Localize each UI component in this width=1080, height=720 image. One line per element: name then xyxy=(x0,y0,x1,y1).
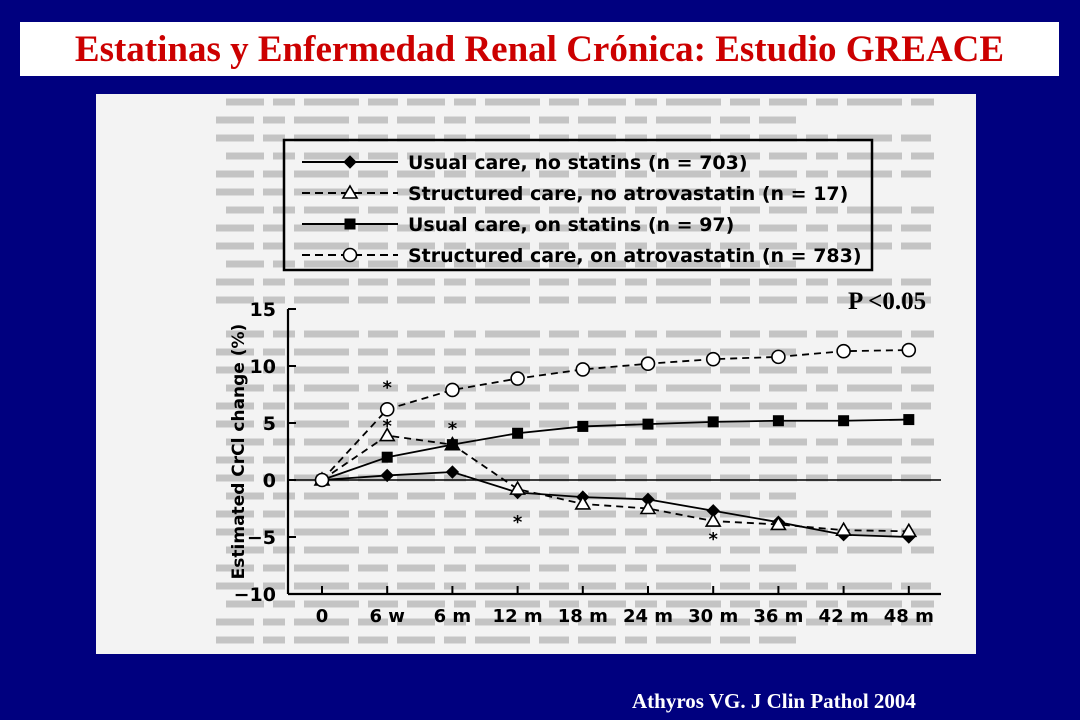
data-point xyxy=(835,521,852,536)
data-point xyxy=(341,184,359,199)
data-point xyxy=(770,515,787,531)
citation: Athyros VG. J Clin Pathol 2004 xyxy=(632,689,916,713)
data-point xyxy=(445,382,460,398)
legend-label: Usual care, on statins (n = 97) xyxy=(408,214,734,236)
data-point xyxy=(704,512,722,527)
x-tick-label: 24 m xyxy=(623,606,673,627)
x-tick-label: 18 m xyxy=(558,606,608,627)
x-tick-label: 6 m xyxy=(434,606,472,627)
x-tick-label: 6 w xyxy=(369,606,404,627)
data-point xyxy=(639,499,657,515)
data-point xyxy=(903,414,915,426)
series-line xyxy=(321,434,909,533)
legend-item: Usual care, on statins (n = 97) xyxy=(302,214,734,236)
significance-star: * xyxy=(513,512,523,533)
crcl-line-chart: Usual care, no statins (n = 703) Structur… xyxy=(216,98,941,644)
data-point xyxy=(342,247,358,263)
significance-star: * xyxy=(382,377,392,398)
data-point xyxy=(343,155,357,169)
y-tick-label: 0 xyxy=(263,470,276,492)
series-group xyxy=(316,414,915,486)
chart-axes: 15 10 5 0 −5 −10 0 6 w 6 m 12 m 18 m 24 m 30 m 36 m 42… xyxy=(229,299,941,627)
x-tick-label: 12 m xyxy=(493,606,543,627)
data-point xyxy=(381,451,393,463)
data-point xyxy=(705,351,721,367)
y-tick-label: 5 xyxy=(263,413,276,435)
legend-item: Structured care, no atrovastatin (n = 17… xyxy=(302,183,848,205)
significance-star: * xyxy=(382,416,392,437)
x-tick-label: 0 xyxy=(316,606,329,627)
legend-item: Structured care, on atrovastatin (n = 78… xyxy=(302,245,862,267)
data-point xyxy=(772,415,784,427)
y-tick-label: −5 xyxy=(247,527,276,549)
data-point xyxy=(314,472,330,488)
significance-star: * xyxy=(708,529,718,550)
legend-label: Structured care, no atrovastatin (n = 17… xyxy=(408,183,848,205)
series-line xyxy=(321,418,909,481)
legend-label: Usual care, no statins (n = 703) xyxy=(408,152,748,174)
data-point xyxy=(445,465,460,479)
data-point xyxy=(575,362,591,377)
data-point xyxy=(771,349,786,365)
legend-label: Structured care, on atrovastatin (n = 78… xyxy=(408,245,862,267)
x-tick-label: 42 m xyxy=(819,606,869,627)
data-point xyxy=(446,439,458,451)
data-point xyxy=(901,342,917,358)
slide-title: Estatinas y Enfermedad Renal Crónica: Es… xyxy=(74,28,1005,70)
series-line xyxy=(321,471,909,538)
legend-box xyxy=(282,138,874,272)
p-value-label: P <0.05 xyxy=(848,288,927,315)
y-axis-label: Estimated CrCl change (%) xyxy=(229,324,249,580)
y-tick-label: 15 xyxy=(250,299,276,321)
data-point xyxy=(640,356,656,372)
x-tick-label: 36 m xyxy=(753,606,803,627)
data-point xyxy=(344,218,356,230)
series-group xyxy=(314,342,917,488)
data-point xyxy=(707,416,719,428)
data-point xyxy=(836,343,851,359)
chart-legend: Usual care, no statins (n = 703) Structur… xyxy=(302,152,862,267)
chart-annotations: * * * * * xyxy=(382,377,718,550)
x-tick-label: 30 m xyxy=(688,606,738,627)
data-point xyxy=(510,371,525,386)
data-point xyxy=(577,420,589,432)
y-tick-label: 10 xyxy=(250,356,276,378)
data-point xyxy=(379,402,395,417)
data-point xyxy=(574,495,592,510)
data-point xyxy=(642,418,654,430)
series-line xyxy=(321,349,909,481)
significance-star: * xyxy=(448,418,458,439)
data-point xyxy=(838,415,850,427)
legend-item: Usual care, no statins (n = 703) xyxy=(302,152,748,174)
data-point xyxy=(900,522,918,538)
y-tick-label: −10 xyxy=(234,584,276,606)
data-point xyxy=(378,426,396,442)
figure-panel: Usual care, no statins (n = 703) Structur… xyxy=(96,94,976,654)
chart-series xyxy=(313,342,918,544)
data-point xyxy=(380,468,394,483)
data-point xyxy=(512,427,524,439)
title-box: Estatinas y Enfermedad Renal Crónica: Es… xyxy=(20,22,1059,76)
data-point xyxy=(509,480,526,495)
x-tick-label: 48 m xyxy=(884,606,934,627)
background-text-lines xyxy=(216,98,934,644)
